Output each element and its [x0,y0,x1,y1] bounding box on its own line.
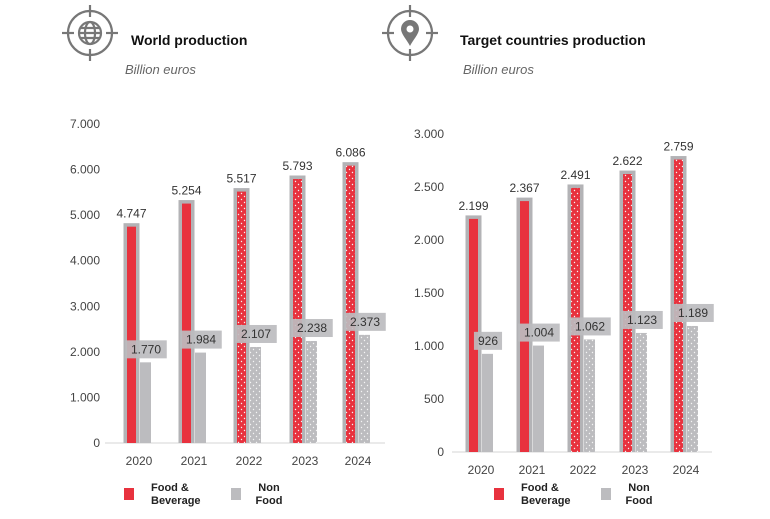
chart-1: World production Billion euros 0 1.000 2.000… [62,5,386,507]
y-tick-label: 3.000 [70,299,100,313]
legend-swatch-nonfood [601,488,611,500]
y-tick-label: 4.000 [70,254,100,268]
non-food-bar [195,352,206,443]
non-food-value-box [672,303,714,322]
legend-label: Beverage [151,495,201,507]
non-food-value-box [291,319,333,338]
y-tick-label: 500 [424,392,444,406]
non-food-bar [306,341,317,443]
food-value-label: 2.491 [560,168,590,182]
y-tick-label: 0 [93,436,100,450]
legend-label: Non [628,482,650,494]
legend-label: Non [258,482,280,494]
food-beverage-bar [293,179,302,444]
x-tick-label: 2022 [236,454,263,468]
y-tick-label: 1.500 [414,286,444,300]
non-food-bar [482,353,493,452]
non-food-bar [140,362,151,443]
food-value-label: 2.199 [458,199,488,213]
x-tick-label: 2023 [622,463,649,477]
chart-title: Target countries production [460,32,646,48]
chart-2: Target countries production Billion euros… [382,5,714,507]
non-food-value-label: 1.062 [575,319,605,333]
food-value-label: 2.622 [612,154,642,168]
legend-swatch-food [124,488,134,500]
food-value-label: 5.254 [171,184,201,198]
food-beverage-bar [182,203,191,443]
non-food-bar [359,334,370,443]
non-food-bar [636,332,647,452]
non-food-bar [533,345,544,452]
food-beverage-bar [469,218,478,452]
y-tick-label: 0 [437,445,444,459]
y-tick-label: 2.000 [414,233,444,247]
non-food-bar [584,339,595,452]
legend-label: Beverage [521,495,571,507]
non-food-value-box [180,330,222,349]
y-tick-label: 3.000 [414,127,444,141]
globe-icon [62,5,118,61]
legend-label: Food [626,495,653,507]
icon-pin-body [401,20,419,46]
non-food-bar [250,346,261,443]
non-food-bar [687,325,698,452]
y-tick-label: 1.000 [70,390,100,404]
legend-label: Food [256,495,283,507]
non-food-value-label: 2.373 [350,315,380,329]
x-tick-label: 2020 [468,463,495,477]
y-tick-label: 6.000 [70,163,100,177]
food-value-label: 5.517 [226,172,256,186]
legend-label: Food & [521,482,559,494]
chart-subtitle: Billion euros [125,62,196,77]
non-food-value-label: 1.189 [678,306,708,320]
non-food-value-label: 1.984 [186,333,216,347]
food-value-label: 2.367 [509,181,539,195]
non-food-value-label: 1.123 [627,313,657,327]
non-food-value-label: 2.107 [241,327,271,341]
non-food-value-box [473,331,503,350]
food-value-label: 4.747 [116,207,146,221]
non-food-value-label: 1.770 [131,342,161,356]
y-tick-label: 2.000 [70,345,100,359]
legend-swatch-nonfood [231,488,241,500]
legend-swatch-food [494,488,504,500]
x-tick-label: 2022 [570,463,597,477]
food-value-label: 5.793 [282,159,312,173]
food-value-label: 2.759 [663,140,693,154]
non-food-value-label: 2.238 [297,321,327,335]
non-food-value-box [235,324,277,343]
y-tick-label: 5.000 [70,208,100,222]
non-food-value-label: 926 [478,334,498,348]
x-tick-label: 2021 [519,463,546,477]
legend-label: Food & [151,482,189,494]
x-tick-label: 2021 [181,454,208,468]
chart-title: World production [131,32,247,48]
y-tick-label: 7.000 [70,117,100,131]
x-tick-label: 2020 [126,454,153,468]
food-beverage-bar [127,226,136,443]
non-food-value-box [518,323,560,342]
food-beverage-bar [237,191,246,443]
non-food-value-box [125,340,167,359]
icon-pin-hole [406,25,414,33]
y-tick-label: 2.500 [414,180,444,194]
non-food-value-box [569,317,611,336]
food-beverage-bar [346,165,355,443]
non-food-value-box [621,310,663,329]
location-pin-icon [382,5,438,61]
chart-subtitle: Billion euros [463,62,534,77]
x-tick-label: 2024 [345,454,372,468]
food-value-label: 6.086 [335,146,365,160]
x-tick-label: 2024 [673,463,700,477]
non-food-value-box [344,312,386,331]
y-tick-label: 1.000 [414,339,444,353]
non-food-value-label: 1.004 [524,326,554,340]
x-tick-label: 2023 [292,454,319,468]
